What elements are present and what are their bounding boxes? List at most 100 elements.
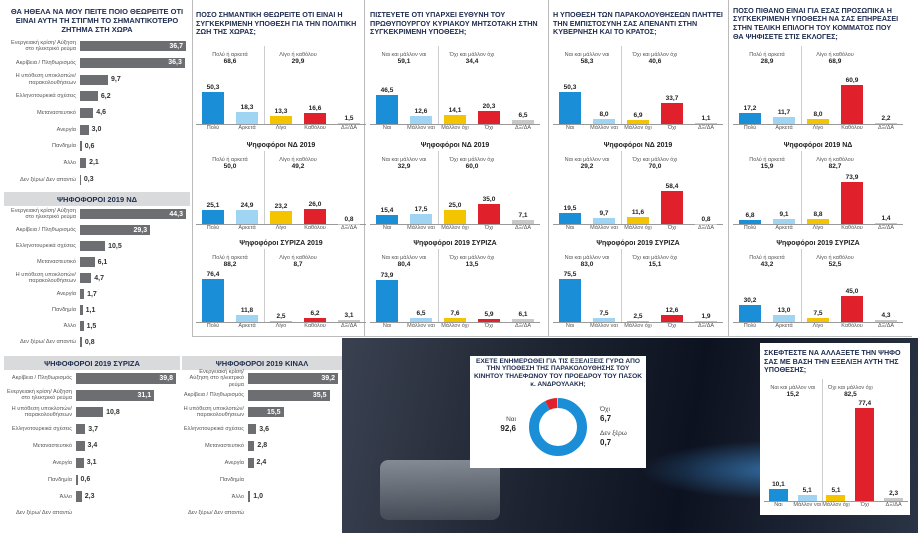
baseline: [553, 322, 723, 323]
value-label: 3,4: [87, 442, 98, 450]
value-label: 35,5: [312, 391, 327, 399]
value-label: 29,3: [133, 226, 148, 234]
vote-box: [760, 343, 910, 515]
category-label: ΔΞ/ΔΑ: [697, 323, 715, 329]
legend-label: Όχι: [600, 406, 610, 413]
category-label: ΔΞ/ΔΑ: [514, 225, 532, 231]
category-label: ΔΞ/ΔΑ: [697, 225, 715, 231]
group-label: Όχι και μάλλον όχι: [449, 157, 495, 163]
baseline: [370, 124, 540, 125]
panel-bottom-border: [192, 336, 912, 337]
category-label: Ακρίβεια / Πληθωρισμός: [183, 392, 244, 399]
category-label: ΔΞ/ΔΑ: [340, 323, 358, 329]
baseline: [196, 322, 366, 323]
value-label: 1,1: [701, 115, 711, 123]
bar: [375, 215, 399, 224]
bar: [884, 498, 904, 501]
bar: [80, 74, 109, 85]
chart-subtitle: Ψηφοφόροι 2019 ΝΔ: [783, 142, 853, 149]
group-label: Όχι και μάλλον όχι: [632, 255, 678, 261]
category-label: Αρκετά: [238, 323, 256, 329]
category-label: Μάλλον όχι: [441, 125, 469, 131]
category-label: Μάλλον όχι: [624, 225, 652, 231]
bar: [76, 457, 84, 469]
bar: [248, 423, 257, 435]
group-label: Λίγο ή καθόλου: [816, 157, 854, 163]
value-label: 5,9: [484, 310, 494, 318]
bar: [874, 319, 898, 322]
category-label: Πανδημία: [52, 143, 76, 150]
bar: [558, 92, 582, 124]
category-label: Ανεργία: [56, 290, 76, 297]
category-label: Λίγο: [275, 125, 287, 131]
bar: [80, 57, 185, 69]
value-label: 6,5: [518, 111, 528, 119]
value-label: 23,2: [274, 202, 288, 210]
value-label: 39,2: [321, 374, 335, 382]
group-divider: [264, 151, 265, 224]
bar: [76, 474, 78, 485]
bar: [874, 223, 898, 224]
value-label: 24,9: [240, 201, 254, 209]
category-label: Μάλλον όχι: [441, 323, 469, 329]
value-label: 17,2: [743, 105, 757, 113]
category-label: Πανδημία: [220, 476, 244, 483]
chart-subtitle: Ψηφοφόροι 2019 ΣΥΡΙΖΑ: [596, 240, 680, 247]
bar: [76, 491, 82, 502]
bar: [477, 111, 501, 124]
baseline: [370, 224, 540, 225]
category-label: Μάλλον όχι: [624, 125, 652, 131]
value-label: 3,1: [86, 459, 97, 467]
category-label: Ανεργία: [224, 459, 244, 466]
chart-title: ΠΙΣΤΕΥΕΤΕ ΟΤΙ ΥΠΑΡΧΕΙ ΕΥΘΥΝΗ ΤΟΥ ΠΡΩΘΥΠΟ…: [370, 10, 538, 37]
category-label: Δεν ξέρω/ Δεν απαντώ: [19, 338, 76, 345]
bar: [592, 317, 616, 322]
value-label: 0,3: [83, 176, 94, 184]
group-label: Ναι και μάλλον ναι: [564, 255, 610, 261]
baseline: [733, 124, 903, 125]
bar: [874, 122, 898, 124]
group-value: 15,2: [786, 391, 800, 398]
category-label: ΔΞ/ΔΑ: [340, 125, 358, 131]
baseline: [196, 124, 366, 125]
category-label: Καθόλου: [841, 323, 863, 329]
category-label: Μάλλον όχι: [441, 225, 469, 231]
category-label: Πολύ: [206, 125, 220, 131]
bar: [443, 317, 467, 322]
bar: [248, 440, 255, 452]
bar: [840, 181, 864, 224]
photo-device: [380, 460, 500, 520]
group-value: 49,2: [291, 163, 305, 170]
bar: [235, 315, 259, 322]
value-label: 3,0: [91, 126, 102, 134]
group-divider: [801, 46, 802, 124]
value-label: 2,1: [89, 159, 99, 167]
group-value: 60,0: [465, 163, 479, 170]
group-label: Ναι και μάλλον ναι: [564, 52, 610, 58]
value-label: 2,3: [889, 490, 899, 498]
category-label: Λίγο: [275, 323, 287, 329]
group-value: 50,0: [223, 163, 237, 170]
chart-subtitle: Ψηφοφόροι 2019 ΣΥΡΙΖΑ: [413, 240, 497, 247]
category-label: Ναι: [565, 225, 575, 231]
donut-chart: [529, 398, 587, 456]
bar: [80, 174, 81, 185]
value-label: 1,4: [881, 215, 891, 223]
group-value: 15,1: [648, 261, 662, 268]
group-label: Όχι και μάλλον όχι: [632, 52, 678, 58]
bar: [511, 318, 535, 322]
value-label: 20,3: [482, 103, 496, 111]
group-value: 82,7: [828, 163, 842, 170]
group-value: 40,6: [648, 58, 662, 65]
category-label: Πολύ: [743, 225, 757, 231]
value-label: 11,6: [631, 209, 645, 217]
value-label: 3,7: [88, 425, 99, 433]
category-label: Άλλο: [63, 322, 76, 329]
bar: [477, 204, 501, 224]
bar: [201, 209, 225, 224]
value-label: 2,8: [257, 442, 268, 450]
baseline: [553, 124, 723, 125]
legend-label: Ναι: [506, 416, 516, 423]
category-label: Λίγο: [812, 323, 824, 329]
baseline: [764, 501, 908, 502]
